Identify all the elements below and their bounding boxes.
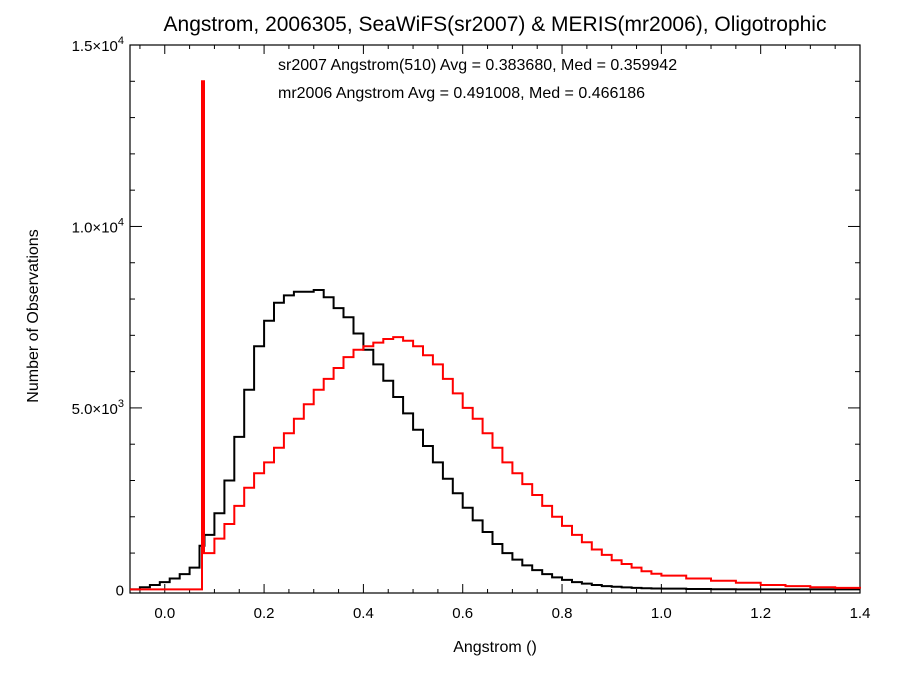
x-tick-label-7: 1.4: [850, 605, 871, 622]
series-1-line: [130, 80, 861, 591]
annotation-mr2006-stats: mr2006 Angstrom Avg = 0.491008, Med = 0.…: [278, 85, 645, 102]
y-axis-label: Number of Observations: [25, 229, 42, 402]
plot-area-border: [129, 44, 861, 594]
y-tick-label-0: 0: [116, 582, 124, 599]
x-tick-label-6: 1.2: [750, 605, 771, 622]
y-tick-label-3: 1.5×104: [72, 35, 124, 55]
series-0-line: [130, 289, 860, 591]
x-axis-tick-labels: 0.0 0.2 0.4 0.6 0.8 1.0 1.2 1.4: [154, 605, 870, 622]
x-tick-label-5: 1.0: [651, 605, 672, 622]
annotation-sr2007-stats: sr2007 Angstrom(510) Avg = 0.383680, Med…: [278, 57, 677, 74]
x-tick-label-1: 0.2: [254, 605, 275, 622]
x-tick-label-3: 0.6: [452, 605, 473, 622]
y-axis-ticks: [130, 44, 860, 590]
x-tick-label-0: 0.0: [154, 605, 175, 622]
y-tick-label-1: 5.0×103: [72, 398, 124, 418]
x-axis-label: Angstrom (): [453, 639, 537, 656]
y-tick-label-2: 1.0×104: [72, 216, 124, 236]
chart-title: Angstrom, 2006305, SeaWiFS(sr2007) & MER…: [164, 13, 827, 36]
x-tick-label-2: 0.4: [353, 605, 374, 622]
x-axis-ticks: [139, 45, 861, 593]
y-axis-tick-labels: 0 5.0×103 1.0×104 1.5×104: [72, 35, 124, 599]
x-tick-label-4: 0.8: [552, 605, 573, 622]
series-group: [130, 80, 861, 591]
plot-frame: [129, 44, 861, 594]
